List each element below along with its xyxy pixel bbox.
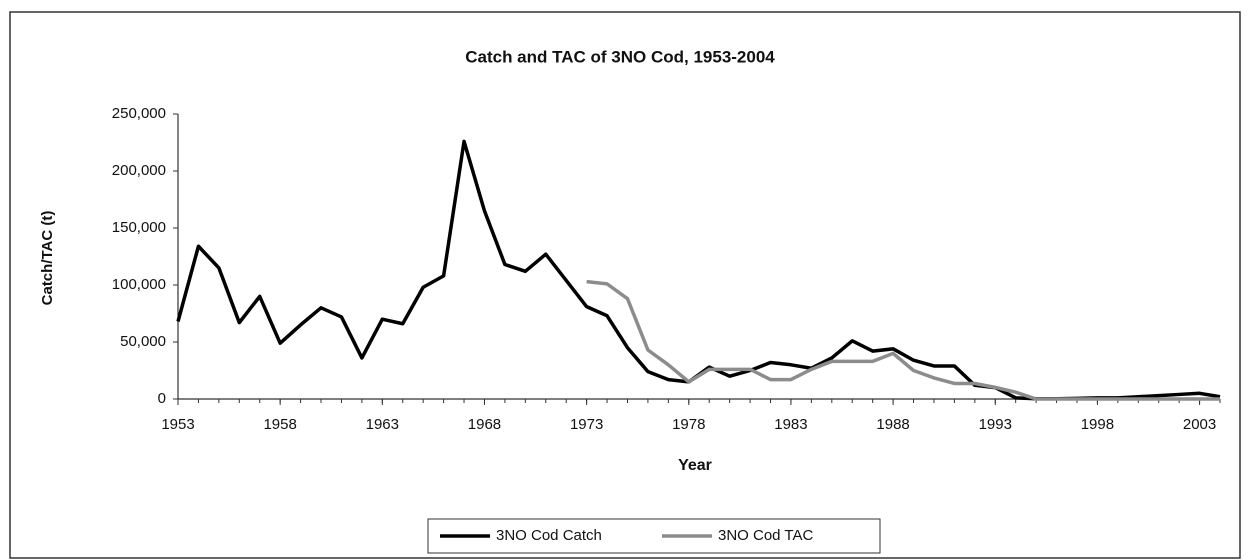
x-tick-label: 1978 <box>672 416 705 433</box>
y-axis-label: Catch/TAC (t) <box>39 211 56 306</box>
x-tick-label: 1958 <box>263 416 296 433</box>
x-tick-label: 1963 <box>366 416 399 433</box>
y-tick-label: 200,000 <box>112 162 166 179</box>
y-tick-label: 150,000 <box>112 219 166 236</box>
x-tick-label: 1973 <box>570 416 603 433</box>
y-tick-label: 50,000 <box>120 333 166 350</box>
x-tick-label: 2003 <box>1183 416 1216 433</box>
y-tick-label: 0 <box>158 390 166 407</box>
x-tick-label: 1988 <box>876 416 909 433</box>
frame <box>9 11 1241 559</box>
chart-title: Catch and TAC of 3NO Cod, 1953-2004 <box>465 47 775 66</box>
legend-label: 3NO Cod TAC <box>718 527 813 544</box>
x-tick-label: 1993 <box>979 416 1012 433</box>
legend-label: 3NO Cod Catch <box>496 527 602 544</box>
x-tick-label: 1983 <box>774 416 807 433</box>
x-tick-label: 1998 <box>1081 416 1114 433</box>
legend <box>427 518 881 554</box>
y-tick-label: 100,000 <box>112 276 166 293</box>
series-line <box>586 279 1220 401</box>
y-tick-label: 250,000 <box>112 105 166 122</box>
x-tick-label: 1953 <box>161 416 194 433</box>
x-tick-label: 1968 <box>468 416 501 433</box>
x-axis-label: Year <box>678 457 712 474</box>
